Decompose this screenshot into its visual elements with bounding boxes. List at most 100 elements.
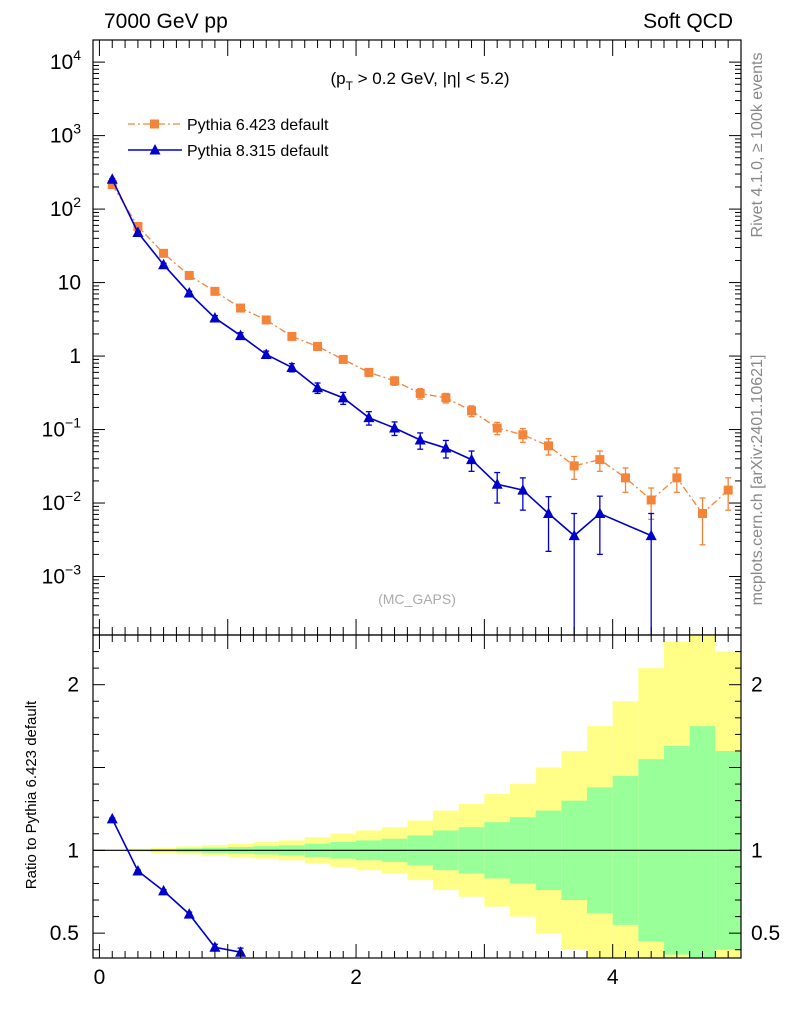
point-pythia8 — [286, 361, 298, 372]
point-pythia8 — [645, 529, 657, 541]
y-tick-exponent: 3 — [73, 121, 81, 137]
point-pythia6 — [621, 473, 631, 483]
point-pythia6 — [595, 455, 605, 465]
point-pythia8 — [440, 442, 452, 453]
y-tick-exponent: 4 — [73, 47, 81, 63]
point-pythia6 — [646, 495, 656, 505]
legend-label-pythia6: Pythia 6.423 default — [187, 117, 329, 134]
y-tick-exponent: 2 — [73, 194, 81, 210]
y-tick-base: 10 — [50, 125, 73, 148]
legend-marker-pythia6 — [150, 119, 159, 129]
point-pythia8 — [466, 453, 478, 465]
y-tick-label: 10 — [58, 272, 81, 295]
header-energy-label: 7000 GeV pp — [104, 10, 228, 33]
x-tick-label: 4 — [607, 966, 619, 989]
y-tick-label: 104 — [50, 47, 81, 74]
x-tick-label: 2 — [350, 966, 362, 989]
legend-label-pythia8: Pythia 8.315 default — [187, 143, 329, 160]
point-pythia6 — [287, 331, 297, 341]
ratio-line-pythia8 — [111, 818, 241, 953]
ratio-frame — [92, 634, 742, 959]
point-pythia6 — [210, 286, 220, 296]
point-pythia6 — [569, 461, 579, 471]
main-title-rest: > 0.2 GeV, |η| < 5.2) — [353, 69, 510, 88]
point-pythia8 — [337, 391, 349, 403]
y-tick-base: 10 — [50, 198, 73, 221]
y-tick-label: 103 — [50, 121, 81, 148]
point-pythia6 — [544, 441, 554, 451]
ratio-y-tick-label-left: 0.5 — [50, 922, 79, 945]
y-tick-base: 10 — [42, 419, 65, 442]
point-pythia8 — [491, 478, 503, 489]
y-tick-base: 10 — [42, 492, 65, 515]
ratio-y-tick-label-right: 0.5 — [751, 922, 780, 945]
header-category-label: Soft QCD — [643, 10, 733, 33]
point-pythia6 — [107, 180, 117, 190]
watermark-label: (MC_GAPS) — [378, 591, 456, 607]
point-pythia8 — [517, 484, 529, 495]
y-tick-base: 10 — [58, 272, 81, 295]
x-tick-label: 0 — [94, 966, 106, 989]
rivet-version-label: Rivet 4.1.0, ≥ 100k events — [749, 53, 766, 238]
point-pythia6 — [133, 221, 143, 231]
ratio-y-tick-label-right: 1 — [751, 839, 763, 862]
y-tick-label: 10−2 — [42, 488, 82, 515]
ratio-bands-layer — [93, 635, 741, 958]
band-inner — [689, 726, 716, 958]
point-pythia6 — [492, 423, 502, 433]
ratio-ylabel: Ratio to Pythia 6.423 default — [23, 700, 40, 889]
point-pythia6 — [441, 393, 451, 403]
point-pythia8 — [594, 507, 606, 519]
point-pythia8 — [568, 529, 580, 541]
y-tick-label: 102 — [50, 194, 81, 221]
ratio-y-tick-label-left: 2 — [67, 674, 79, 697]
point-pythia6 — [261, 315, 271, 325]
main-series-layer — [106, 173, 733, 635]
ratio-point-pythia8 — [106, 812, 118, 824]
y-tick-label: 10−1 — [42, 415, 82, 442]
y-tick-label: 10−3 — [42, 562, 82, 589]
point-pythia6 — [313, 341, 323, 351]
ratio-point-pythia8 — [183, 908, 195, 919]
y-tick-exponent: −1 — [65, 415, 81, 431]
y-tick-exponent: −3 — [65, 562, 81, 578]
point-pythia6 — [184, 270, 194, 280]
y-tick-base: 10 — [42, 566, 65, 589]
point-pythia8 — [543, 507, 555, 519]
main-title-open: (p — [330, 69, 345, 88]
point-pythia6 — [338, 354, 348, 364]
y-tick-base: 1 — [69, 345, 81, 368]
point-pythia6 — [518, 430, 528, 440]
point-pythia6 — [467, 406, 477, 416]
ratio-y-tick-label-left: 1 — [67, 839, 79, 862]
point-pythia8 — [235, 329, 247, 341]
y-tick-label: 1 — [69, 345, 81, 368]
point-pythia8 — [363, 411, 375, 423]
y-tick-exponent: −2 — [65, 488, 81, 504]
y-tick-base: 10 — [50, 51, 73, 74]
point-pythia6 — [364, 367, 374, 377]
point-pythia8 — [389, 421, 401, 433]
point-pythia6 — [236, 303, 246, 313]
mcplots-label: mcplots.cern.ch [arXiv:2401.10621] — [749, 355, 766, 606]
point-pythia6 — [672, 473, 682, 483]
point-pythia8 — [132, 226, 144, 238]
point-pythia6 — [723, 485, 733, 495]
point-pythia8 — [260, 348, 272, 360]
main-title-sub: T — [346, 79, 354, 93]
point-pythia8 — [414, 434, 426, 445]
point-pythia6 — [390, 376, 400, 386]
legend-marker-pythia8 — [149, 144, 161, 155]
point-pythia8 — [158, 258, 170, 270]
point-pythia6 — [415, 388, 425, 398]
point-pythia8 — [183, 287, 195, 298]
point-pythia6 — [698, 509, 708, 519]
main-title: (pT > 0.2 GeV, |η| < 5.2) — [330, 69, 509, 93]
ratio-axes-layer: 0.5 0.5 1 1 2 2 0 2 4 — [50, 634, 780, 989]
ratio-y-tick-label-right: 2 — [751, 674, 763, 697]
legend: Pythia 6.423 default Pythia 8.315 defaul… — [128, 117, 329, 160]
point-pythia8 — [209, 311, 221, 323]
point-pythia8 — [312, 381, 324, 393]
